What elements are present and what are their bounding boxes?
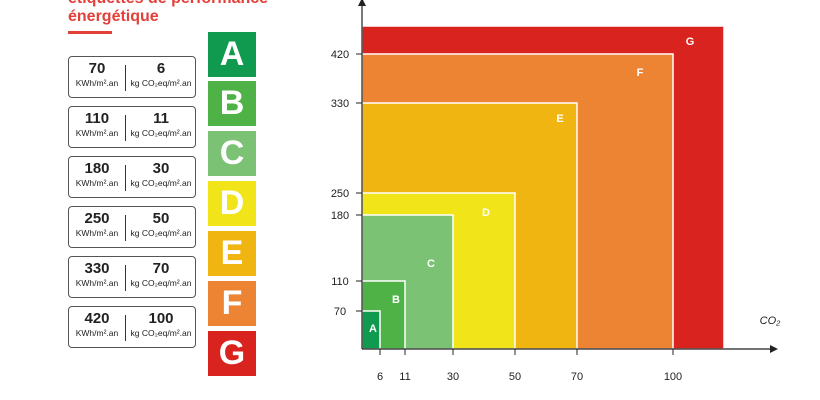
y-tick-label: 330 xyxy=(331,98,349,110)
ghg-unit: kg CO₂eq/m².an xyxy=(130,228,192,238)
ghg-threshold: 70 kg CO₂eq/m².an xyxy=(126,257,196,297)
region-label-b: B xyxy=(392,294,400,306)
ghg-value: 100 xyxy=(148,310,174,327)
region-label-e: E xyxy=(556,113,563,125)
energy-unit: KWh/m².an xyxy=(75,228,119,238)
threshold-divider xyxy=(125,315,126,341)
energy-threshold: 330 KWh/m².an xyxy=(69,257,125,297)
energy-value: 110 xyxy=(84,110,110,127)
ghg-unit: kg CO₂eq/m².an xyxy=(130,278,192,288)
energy-threshold: 180 KWh/m².an xyxy=(69,157,125,197)
region-label-c: C xyxy=(427,258,435,270)
threshold-box: 110 KWh/m².an 11 kg CO₂eq/m².an xyxy=(68,106,196,148)
class-tile-f: F xyxy=(208,281,256,326)
y-tick-label: 180 xyxy=(331,210,349,222)
energy-unit: KWh/m².an xyxy=(75,178,119,188)
ghg-unit: kg CO₂eq/m².an xyxy=(130,328,192,338)
y-axis-arrow-icon xyxy=(358,0,366,6)
ghg-value: 70 xyxy=(152,260,170,277)
energy-value: 180 xyxy=(84,160,110,177)
threshold-divider xyxy=(125,215,126,241)
x-axis-label: CO₂ xyxy=(760,315,782,327)
region-label-g: G xyxy=(686,36,695,48)
threshold-divider xyxy=(125,115,126,141)
threshold-box: 420 KWh/m².an 100 kg CO₂eq/m².an xyxy=(68,306,196,348)
class-tile-g: G xyxy=(208,331,256,376)
energy-value: 330 xyxy=(84,260,110,277)
region-label-f: F xyxy=(637,67,644,79)
energy-unit: KWh/m².an xyxy=(75,128,119,138)
heading-line-1: étiquettes de performance xyxy=(68,0,298,8)
ghg-threshold: 30 kg CO₂eq/m².an xyxy=(126,157,196,197)
ghg-threshold: 50 kg CO₂eq/m².an xyxy=(126,207,196,247)
y-tick-label: 250 xyxy=(331,188,349,200)
energy-value: 420 xyxy=(84,310,110,327)
energy-unit: KWh/m².an xyxy=(75,78,119,88)
y-tick-label: 420 xyxy=(331,49,349,61)
ghg-value: 11 xyxy=(153,110,169,127)
energy-threshold: 250 KWh/m².an xyxy=(69,207,125,247)
x-axis-arrow-icon xyxy=(770,345,778,353)
region-label-a: A xyxy=(369,323,377,335)
energy-unit: KWh/m².an xyxy=(75,328,119,338)
class-tile-d: D xyxy=(208,181,256,226)
class-tile-b: B xyxy=(208,81,256,126)
heading-underline xyxy=(68,31,112,34)
energy-threshold: 70 KWh/m².an xyxy=(69,57,125,97)
ghg-unit: kg CO₂eq/m².an xyxy=(130,178,192,188)
class-tile-e: E xyxy=(208,231,256,276)
class-tile-a: A xyxy=(208,32,256,77)
ghg-threshold: 100 kg CO₂eq/m².an xyxy=(126,307,196,347)
ghg-value: 30 xyxy=(152,160,170,177)
threshold-divider xyxy=(125,65,126,91)
threshold-divider xyxy=(125,165,126,191)
ghg-threshold: 11 kg CO₂eq/m².an xyxy=(126,107,196,147)
y-tick-label: 70 xyxy=(334,306,346,318)
threshold-divider xyxy=(125,265,126,291)
energy-value: 250 xyxy=(84,210,110,227)
energy-class-chart: G F E D C B A 6 11 30 50 70 100 70 110 180 250 330 420 CO₂ xyxy=(331,0,782,383)
x-tick-label: 30 xyxy=(447,371,459,383)
energy-value: 70 xyxy=(88,60,106,77)
class-tile-c: C xyxy=(208,131,256,176)
threshold-box: 250 KWh/m².an 50 kg CO₂eq/m².an xyxy=(68,206,196,248)
threshold-box: 330 KWh/m².an 70 kg CO₂eq/m².an xyxy=(68,256,196,298)
threshold-box: 180 KWh/m².an 30 kg CO₂eq/m².an xyxy=(68,156,196,198)
x-tick-label: 50 xyxy=(509,371,521,383)
ghg-unit: kg CO₂eq/m².an xyxy=(130,78,192,88)
ghg-unit: kg CO₂eq/m².an xyxy=(130,128,192,138)
x-tick-label: 11 xyxy=(399,371,410,383)
ghg-threshold: 6 kg CO₂eq/m².an xyxy=(126,57,196,97)
energy-threshold: 420 KWh/m².an xyxy=(69,307,125,347)
heading-line-2: énergétique xyxy=(68,8,159,25)
x-tick-label: 6 xyxy=(377,371,383,383)
threshold-box: 70 KWh/m².an 6 kg CO₂eq/m².an xyxy=(68,56,196,98)
x-tick-label: 70 xyxy=(571,371,583,383)
x-tick-label: 100 xyxy=(664,371,682,383)
region-label-d: D xyxy=(482,207,490,219)
ghg-value: 50 xyxy=(152,210,170,227)
ghg-value: 6 xyxy=(156,60,166,77)
energy-unit: KWh/m².an xyxy=(75,278,119,288)
y-tick-label: 110 xyxy=(331,276,349,288)
page-heading: étiquettes de performance énergétique xyxy=(68,0,298,26)
energy-threshold: 110 KWh/m².an xyxy=(69,107,125,147)
